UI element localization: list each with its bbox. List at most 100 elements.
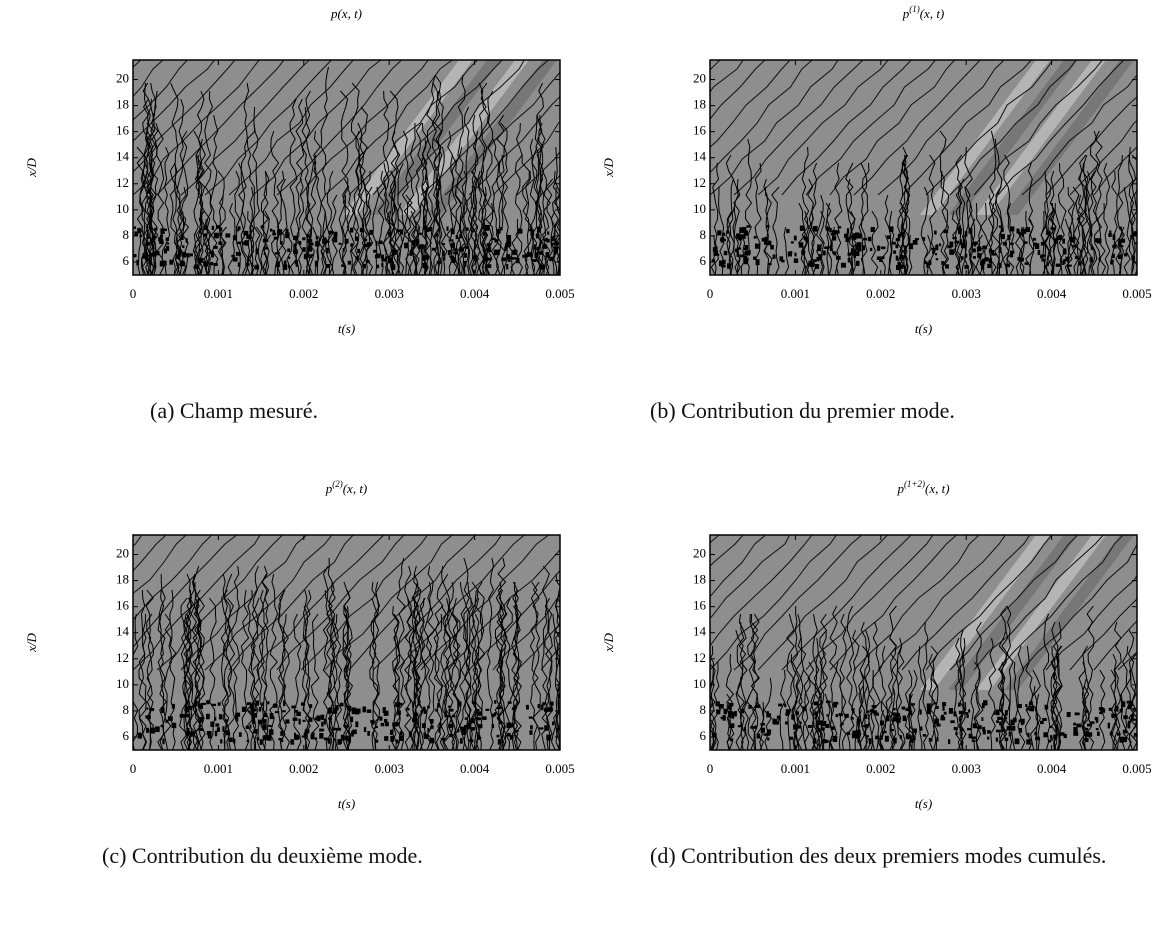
contour-line [1118, 226, 1125, 275]
contour-speck [280, 241, 283, 245]
contour-speck [781, 259, 785, 263]
contour-speck [437, 703, 440, 708]
contour-speck [369, 229, 373, 235]
contour-speck [392, 722, 397, 727]
contour-line [1048, 170, 1056, 275]
contour-speck [801, 250, 805, 255]
contour-speck [349, 227, 354, 233]
field-band [371, 60, 501, 215]
contour-speck [314, 737, 318, 740]
contour-speck [277, 229, 283, 235]
contour-speck [1026, 739, 1031, 745]
contour-line [998, 661, 1008, 750]
contour-speck [331, 239, 336, 242]
contour-speck [183, 714, 189, 718]
contour-speck [418, 244, 422, 250]
contour-speck [953, 726, 957, 731]
contour-speck [327, 738, 331, 744]
contour-speck [542, 702, 546, 706]
contour-line [247, 210, 255, 275]
contour-speck [203, 233, 207, 237]
contour-line [746, 613, 756, 750]
contour-speck [171, 703, 175, 709]
contour-line [434, 565, 444, 750]
contour-line [388, 170, 396, 275]
contour-speck [450, 242, 455, 248]
contour-line [382, 90, 392, 275]
contour-speck [164, 248, 169, 251]
title-arguments: (x, t) [925, 481, 950, 496]
contour-speck [871, 705, 877, 708]
contour-speck [1118, 245, 1124, 248]
contour-speck [301, 735, 305, 738]
contour-speck [485, 225, 490, 231]
y-tick-label: 8 [123, 702, 130, 717]
contour-speck [825, 226, 829, 231]
contour-speck [138, 733, 143, 739]
contour-line [858, 685, 866, 750]
contour-speck [349, 716, 354, 723]
contour-speck [146, 727, 150, 733]
contour-speck [235, 716, 239, 722]
contour-line [975, 234, 985, 275]
contour-speck [505, 243, 510, 248]
contour-line [228, 60, 355, 196]
contour-speck [254, 713, 258, 718]
contour-line [925, 60, 1054, 196]
contour-speck [547, 231, 550, 235]
contour-speck [1010, 719, 1015, 726]
contour-speck [238, 732, 242, 737]
contour-speck [979, 260, 983, 266]
contour-speck [501, 257, 507, 262]
contour-speck [274, 711, 280, 714]
contour-speck [551, 242, 555, 246]
x-axis-label: t(s) [338, 796, 355, 811]
contour-line [949, 60, 1077, 196]
contour-speck [809, 261, 815, 267]
contour-line [342, 589, 351, 750]
contour-line [377, 170, 386, 275]
contour-speck [260, 225, 264, 229]
contour-speck [210, 253, 214, 258]
contour-speck [1050, 738, 1053, 741]
contour-speck [428, 226, 433, 232]
contour-line [997, 535, 1124, 671]
contour-speck [375, 725, 378, 728]
contour-speck [1073, 731, 1079, 736]
contour-line [486, 557, 494, 750]
contour-speck [850, 248, 854, 253]
contour-line [133, 60, 236, 173]
contour-speck [713, 250, 718, 256]
contour-line [566, 51, 701, 195]
contour-speck [160, 228, 165, 235]
contour-line [516, 150, 560, 196]
contour-speck [720, 716, 724, 720]
contour-speck [1008, 731, 1012, 737]
contour-line [450, 613, 459, 750]
contour-speck [1017, 257, 1021, 261]
contour-speck [720, 238, 725, 242]
contour-line [949, 535, 1079, 671]
contour-speck [964, 230, 968, 237]
x-tick-label: 0 [130, 761, 137, 776]
contour-speck [251, 701, 254, 705]
contour-line [149, 82, 159, 275]
contour-speck [982, 260, 986, 265]
contour-speck [491, 713, 495, 718]
contour-speck [730, 738, 734, 742]
contour-speck [494, 700, 497, 704]
contour-line [920, 186, 929, 275]
contour-line [565, 526, 705, 670]
contour-speck [323, 718, 326, 725]
contour-speck [471, 701, 477, 705]
contour-line [710, 162, 720, 275]
contour-speck [1055, 263, 1061, 267]
contour-line [1077, 154, 1087, 275]
contour-speck [342, 248, 345, 252]
title-arguments: (x, t) [337, 6, 362, 21]
field-band [920, 60, 1050, 215]
contour-line [252, 60, 382, 196]
y-tick-label: 10 [116, 676, 129, 691]
contour-line [333, 613, 343, 750]
y-tick-label: 18 [116, 97, 129, 112]
